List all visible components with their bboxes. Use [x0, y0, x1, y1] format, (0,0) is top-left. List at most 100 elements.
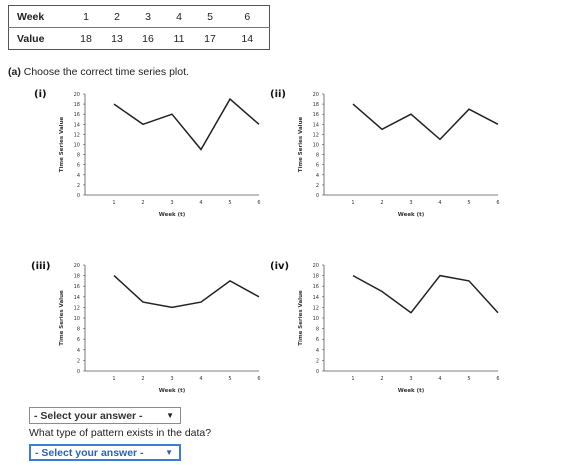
y-tick-label: 12 — [313, 132, 319, 138]
table-cell: 5 — [194, 5, 226, 28]
y-tick-label: 16 — [313, 284, 319, 290]
x-tick-label: 3 — [170, 376, 173, 382]
table-cell: 4 — [163, 5, 195, 28]
y-tick-label: 20 — [313, 263, 319, 269]
row-label-value: Value — [17, 32, 45, 45]
x-tick-label: 5 — [228, 376, 231, 382]
y-tick-label: 0 — [316, 369, 319, 375]
y-tick-label: 12 — [74, 132, 80, 138]
x-axis-label: Week (t) — [398, 388, 425, 394]
y-axis-label: Time Series Value — [298, 117, 304, 173]
y-tick-label: 20 — [74, 263, 80, 269]
x-tick-label: 5 — [228, 200, 231, 206]
y-tick-label: 0 — [77, 193, 80, 199]
data-table: Week 1 2 3 4 5 6 Value 18 13 16 11 17 14 — [8, 5, 270, 50]
table-cell: 1 — [70, 5, 102, 28]
x-tick-label: 4 — [438, 376, 441, 382]
y-tick-label: 10 — [313, 316, 319, 322]
y-tick-label: 20 — [74, 92, 80, 98]
x-axis-label: Week (t) — [159, 212, 186, 218]
y-tick-label: 2 — [77, 183, 80, 189]
table-cell: 6 — [225, 5, 270, 28]
option-label-iii: (iii) — [31, 261, 51, 272]
x-tick-label: 2 — [141, 200, 144, 206]
table-cell: 18 — [80, 32, 92, 45]
table-row-week: Week 1 2 3 4 5 6 — [8, 5, 270, 28]
y-tick-label: 2 — [77, 358, 80, 364]
y-tick-label: 20 — [313, 92, 319, 98]
x-tick-label: 1 — [351, 376, 354, 382]
x-tick-label: 1 — [351, 200, 354, 206]
x-tick-label: 6 — [496, 376, 499, 382]
x-tick-label: 1 — [112, 376, 115, 382]
table-cell: 11 — [173, 32, 185, 45]
y-tick-label: 6 — [77, 337, 80, 343]
x-tick-label: 4 — [438, 200, 441, 206]
y-tick-label: 14 — [74, 122, 80, 128]
x-tick-label: 2 — [380, 376, 383, 382]
table-cell: 2 — [101, 5, 133, 28]
y-tick-label: 14 — [74, 295, 80, 301]
row-label-week: Week — [8, 5, 71, 28]
y-tick-label: 8 — [316, 153, 319, 159]
pattern-answer-select-value: - Select your answer - — [35, 446, 144, 459]
table-cell: 13 — [111, 32, 123, 45]
x-tick-label: 2 — [380, 200, 383, 206]
chevron-down-icon: ▼ — [166, 411, 174, 420]
y-tick-label: 16 — [313, 112, 319, 118]
question-a-prompt: (a) Choose the correct time series plot. — [8, 66, 189, 78]
y-tick-label: 0 — [316, 193, 319, 199]
y-tick-label: 10 — [313, 143, 319, 149]
y-tick-label: 4 — [77, 173, 80, 179]
series-line — [352, 103, 499, 141]
y-tick-label: 6 — [77, 163, 80, 169]
x-tick-label: 4 — [199, 376, 202, 382]
y-tick-label: 2 — [316, 183, 319, 189]
y-tick-label: 8 — [316, 327, 319, 333]
pattern-answer-select[interactable]: - Select your answer - ▼ — [29, 444, 181, 461]
x-tick-label: 2 — [141, 376, 144, 382]
y-tick-label: 18 — [313, 274, 319, 280]
plot-answer-select[interactable]: - Select your answer - ▼ — [29, 407, 181, 424]
pattern-question-text: What type of pattern exists in the data? — [29, 427, 212, 439]
option-label-ii: (ii) — [270, 89, 286, 100]
series-line — [113, 97, 260, 151]
x-tick-label: 3 — [409, 376, 412, 382]
y-tick-label: 4 — [316, 348, 319, 354]
y-axis-label: Time Series Value — [59, 290, 65, 346]
y-tick-label: 16 — [74, 112, 80, 118]
y-tick-label: 12 — [74, 305, 80, 311]
chevron-down-icon: ▼ — [165, 448, 173, 457]
y-tick-label: 6 — [316, 337, 319, 343]
table-row-value: Value 18 13 16 11 17 14 — [9, 28, 270, 50]
table-cell: 16 — [142, 32, 154, 45]
y-tick-label: 18 — [313, 102, 319, 108]
y-tick-label: 18 — [74, 274, 80, 280]
y-tick-label: 16 — [74, 284, 80, 290]
x-axis-label: Week (t) — [159, 388, 186, 394]
series-line — [352, 274, 499, 314]
x-axis-label: Week (t) — [398, 212, 425, 218]
x-tick-label: 1 — [112, 200, 115, 206]
y-tick-label: 14 — [313, 122, 319, 128]
x-tick-label: 3 — [170, 200, 173, 206]
x-tick-label: 6 — [257, 200, 260, 206]
y-tick-label: 10 — [74, 316, 80, 322]
y-tick-label: 10 — [74, 143, 80, 149]
x-tick-label: 4 — [199, 200, 202, 206]
y-tick-label: 6 — [316, 163, 319, 169]
question-a-text: Choose the correct time series plot. — [20, 66, 189, 78]
x-tick-label: 5 — [467, 200, 470, 206]
y-tick-label: 0 — [77, 369, 80, 375]
x-tick-label: 5 — [467, 376, 470, 382]
y-tick-label: 18 — [74, 102, 80, 108]
plot-answer-select-value: - Select your answer - — [34, 409, 143, 422]
series-line — [113, 275, 260, 309]
x-tick-label: 6 — [257, 376, 260, 382]
question-a-letter: (a) — [8, 66, 21, 78]
